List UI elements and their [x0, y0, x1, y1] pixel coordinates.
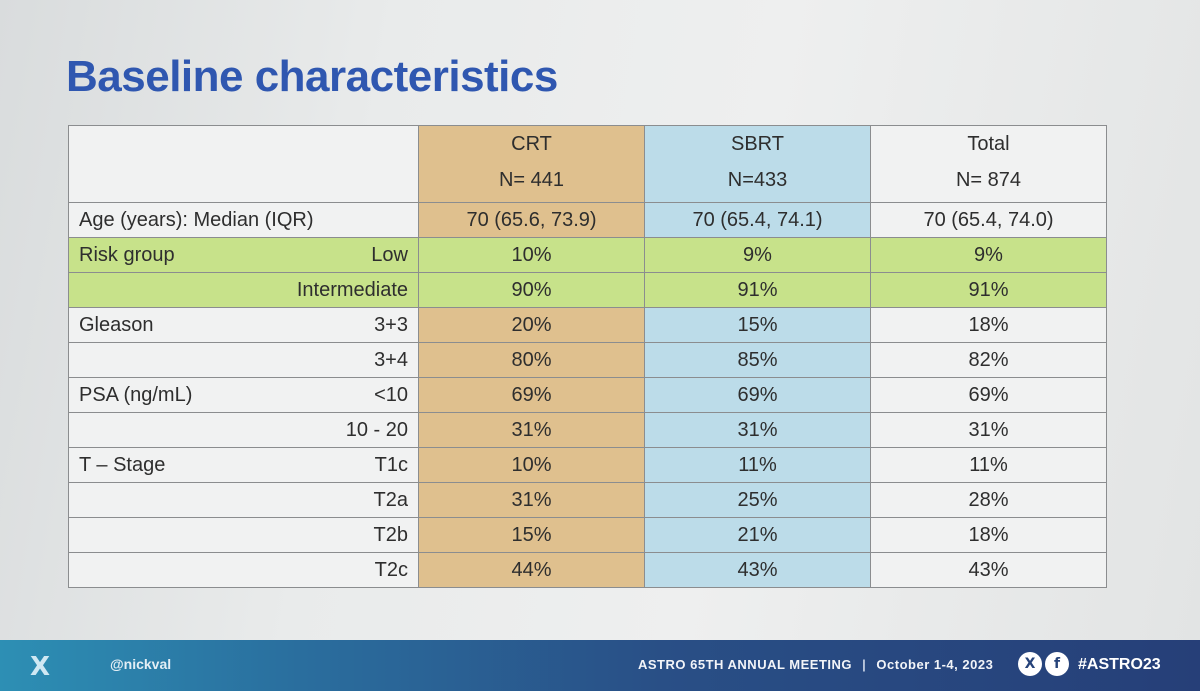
risk-low-label: Low: [371, 243, 408, 266]
header-total-n: N= 874: [955, 169, 1022, 191]
facebook-icon: f: [1045, 652, 1069, 676]
tstage-t2b-label: T2b: [68, 517, 419, 553]
gleason-34-crt: 80%: [418, 342, 645, 378]
x-social-icon: X: [1018, 652, 1042, 676]
risk-low-sbrt: 9%: [644, 237, 871, 273]
meeting-separator: |: [862, 657, 867, 672]
header-crt-n: N= 441: [498, 169, 565, 191]
tstage-label-cell: T – Stage T1c: [68, 447, 419, 483]
gleason-33-crt: 20%: [418, 307, 645, 343]
x-logo-icon: X: [30, 652, 51, 682]
meeting-dates: October 1-4, 2023: [876, 657, 994, 672]
tstage-row-t2c: T2c 44% 43% 43%: [68, 552, 1107, 588]
tstage-t2c-label: T2c: [68, 552, 419, 588]
tstage-row-t2a: T2a 31% 25% 28%: [68, 482, 1107, 518]
psa-10-20-crt: 31%: [418, 412, 645, 448]
header-total: Total N= 874: [870, 125, 1107, 203]
psa-10-20-total: 31%: [870, 412, 1107, 448]
slide-title: Baseline characteristics: [66, 52, 558, 101]
header-crt-name: CRT: [511, 133, 552, 155]
psa-label: PSA (ng/mL): [79, 383, 193, 406]
gleason-34-total: 82%: [870, 342, 1107, 378]
psa-lt10-sbrt: 69%: [644, 377, 871, 413]
gleason-33-label: 3+3: [374, 313, 408, 336]
gleason-34-sbrt: 85%: [644, 342, 871, 378]
footer-bar: X @nickval ASTRO 65TH ANNUAL MEETING | O…: [0, 640, 1200, 691]
tstage-label: T – Stage: [79, 453, 166, 476]
tstage-t2a-total: 28%: [870, 482, 1107, 518]
meeting-info: ASTRO 65TH ANNUAL MEETING | October 1-4,…: [638, 657, 993, 672]
header-sbrt: SBRT N=433: [644, 125, 871, 203]
gleason-row-33: Gleason 3+3 20% 15% 18%: [68, 307, 1107, 343]
psa-row-10-20: 10 - 20 31% 31% 31%: [68, 412, 1107, 448]
tstage-t2b-crt: 15%: [418, 517, 645, 553]
risk-intermediate-crt: 90%: [418, 272, 645, 308]
gleason-label-cell: Gleason 3+3: [68, 307, 419, 343]
tstage-t2b-total: 18%: [870, 517, 1107, 553]
risk-low-total: 9%: [870, 237, 1107, 273]
header-sbrt-n: N=433: [727, 169, 788, 191]
gleason-row-34: 3+4 80% 85% 82%: [68, 342, 1107, 378]
gleason-33-sbrt: 15%: [644, 307, 871, 343]
risk-intermediate-label: Intermediate: [68, 272, 419, 308]
tstage-row-t1c: T – Stage T1c 10% 11% 11%: [68, 447, 1107, 483]
tstage-t1c-total: 11%: [870, 447, 1107, 483]
header-total-name: Total: [967, 133, 1010, 155]
tstage-row-t2b: T2b 15% 21% 18%: [68, 517, 1107, 553]
gleason-34-label: 3+4: [68, 342, 419, 378]
tstage-t2b-sbrt: 21%: [644, 517, 871, 553]
psa-10-20-sbrt: 31%: [644, 412, 871, 448]
header-sbrt-name: SBRT: [731, 133, 784, 155]
risk-row-low: Risk group Low 10% 9% 9%: [68, 237, 1107, 273]
age-sbrt: 70 (65.4, 74.1): [644, 202, 871, 238]
tstage-t2c-total: 43%: [870, 552, 1107, 588]
tstage-t2a-label: T2a: [68, 482, 419, 518]
tstage-t2c-sbrt: 43%: [644, 552, 871, 588]
age-row: Age (years): Median (IQR) 70 (65.6, 73.9…: [68, 202, 1107, 238]
psa-10-20-label: 10 - 20: [68, 412, 419, 448]
risk-label-cell: Risk group Low: [68, 237, 419, 273]
twitter-handle: @nickval: [110, 656, 172, 672]
age-crt: 70 (65.6, 73.9): [418, 202, 645, 238]
tstage-t2a-sbrt: 25%: [644, 482, 871, 518]
tstage-t1c-sbrt: 11%: [644, 447, 871, 483]
baseline-table: CRT N= 441 SBRT N=433 Total N= 874 Age (…: [68, 125, 1107, 588]
header-row: CRT N= 441 SBRT N=433 Total N= 874: [68, 125, 1107, 203]
psa-lt10-crt: 69%: [418, 377, 645, 413]
header-empty-cell: [68, 125, 419, 203]
tstage-t1c-label: T1c: [374, 453, 408, 476]
risk-low-crt: 10%: [418, 237, 645, 273]
hashtag: #ASTRO23: [1078, 656, 1161, 673]
risk-group-label: Risk group: [79, 243, 175, 266]
psa-row-lt10: PSA (ng/mL) <10 69% 69% 69%: [68, 377, 1107, 413]
risk-intermediate-sbrt: 91%: [644, 272, 871, 308]
tstage-t1c-crt: 10%: [418, 447, 645, 483]
risk-intermediate-total: 91%: [870, 272, 1107, 308]
psa-lt10-total: 69%: [870, 377, 1107, 413]
gleason-33-total: 18%: [870, 307, 1107, 343]
tstage-t2c-crt: 44%: [418, 552, 645, 588]
psa-label-cell: PSA (ng/mL) <10: [68, 377, 419, 413]
gleason-label: Gleason: [79, 313, 154, 336]
age-total: 70 (65.4, 74.0): [870, 202, 1107, 238]
psa-lt10-label: <10: [374, 383, 408, 406]
tstage-t2a-crt: 31%: [418, 482, 645, 518]
risk-row-intermediate: Intermediate 90% 91% 91%: [68, 272, 1107, 308]
meeting-name: ASTRO 65TH ANNUAL MEETING: [638, 657, 853, 672]
header-crt: CRT N= 441: [418, 125, 645, 203]
age-label: Age (years): Median (IQR): [68, 202, 419, 238]
